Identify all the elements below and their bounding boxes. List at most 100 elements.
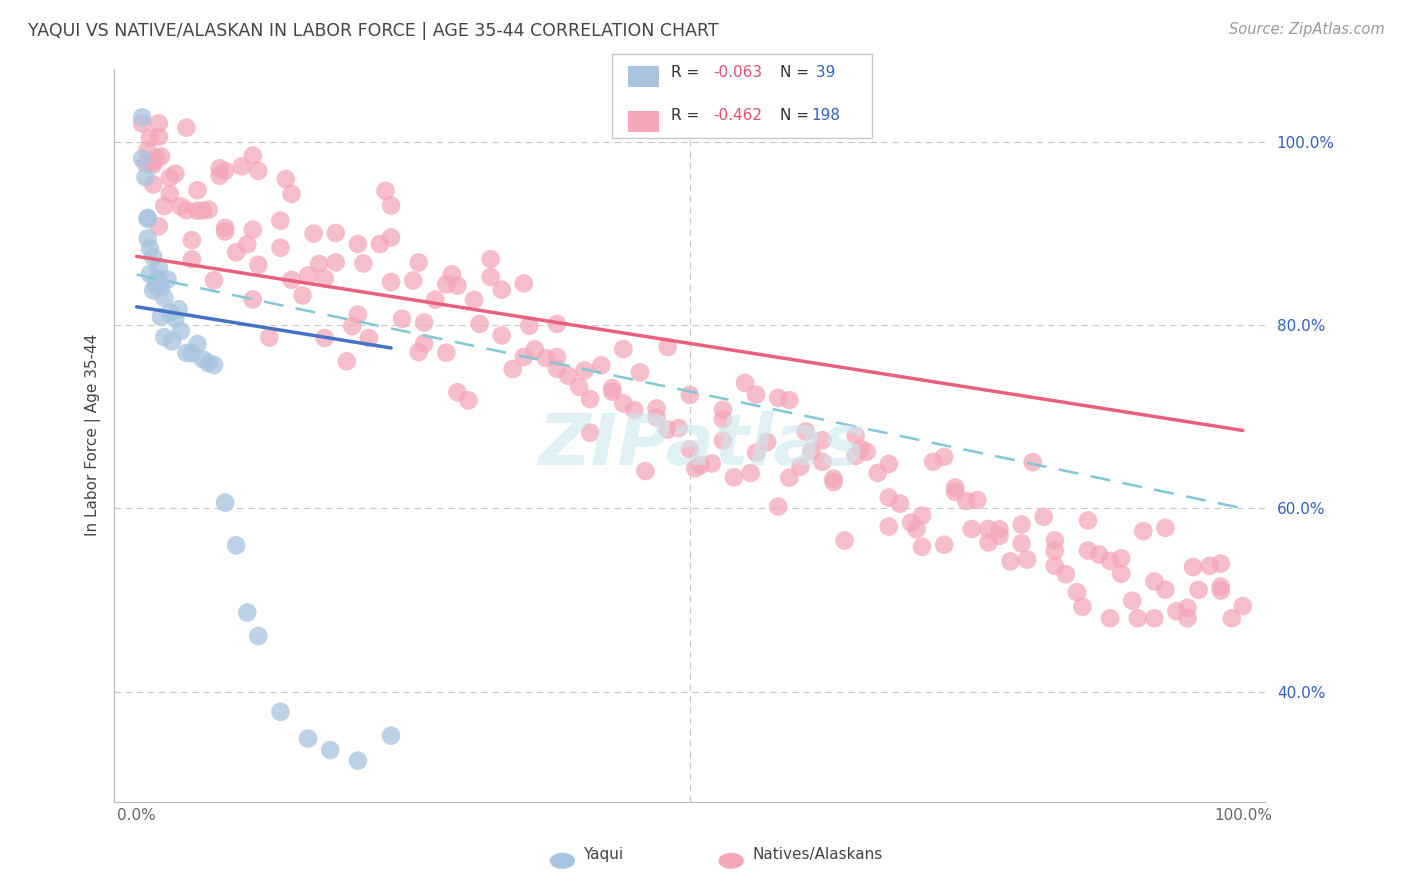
Point [1032, 509, 1054, 524]
Point [1209, 557, 1232, 571]
Point [314, 331, 336, 345]
Point [966, 493, 988, 508]
Point [960, 522, 983, 536]
Text: YAQUI VS NATIVE/ALASKAN IN LABOR FORCE | AGE 35-44 CORRELATION CHART: YAQUI VS NATIVE/ALASKAN IN LABOR FORCE |… [28, 22, 718, 40]
Point [159, 170, 181, 185]
Y-axis label: In Labor Force | Age 35-44: In Labor Force | Age 35-44 [86, 334, 101, 536]
Point [1043, 533, 1066, 548]
Point [247, 258, 270, 272]
Point [823, 475, 845, 490]
Point [170, 199, 193, 213]
Point [1000, 554, 1022, 568]
Point [723, 470, 745, 484]
Point [943, 481, 966, 495]
Point [855, 444, 877, 458]
Point [259, 330, 281, 344]
Point [502, 362, 524, 376]
Point [269, 213, 291, 227]
Point [159, 306, 181, 320]
Point [148, 116, 170, 130]
Point [645, 401, 668, 416]
Point [176, 203, 198, 218]
Point [269, 705, 291, 719]
Point [513, 277, 536, 291]
Point [440, 267, 463, 281]
Point [297, 268, 319, 283]
Point [159, 186, 181, 201]
Point [148, 219, 170, 234]
Point [574, 363, 596, 377]
Point [823, 472, 845, 486]
Point [943, 485, 966, 500]
Text: -0.063: -0.063 [713, 65, 762, 80]
Point [197, 356, 219, 370]
Point [756, 435, 779, 450]
Point [291, 288, 314, 302]
Point [145, 152, 167, 166]
Point [1109, 551, 1132, 566]
Point [142, 250, 165, 264]
Point [139, 241, 162, 255]
Point [297, 731, 319, 746]
Point [834, 533, 856, 548]
Point [247, 164, 270, 178]
Point [645, 410, 668, 425]
Point [789, 459, 811, 474]
Point [139, 131, 162, 145]
Point [634, 464, 657, 478]
Point [811, 433, 834, 447]
Point [280, 186, 302, 201]
Point [402, 273, 425, 287]
Point [131, 116, 153, 130]
Point [711, 434, 734, 448]
Point [153, 199, 176, 213]
Point [357, 331, 380, 345]
Point [347, 754, 370, 768]
Point [517, 318, 540, 333]
Point [148, 271, 170, 285]
Point [231, 160, 253, 174]
Point [468, 317, 491, 331]
Point [745, 446, 768, 460]
Point [380, 230, 402, 244]
Point [149, 281, 172, 295]
Point [347, 237, 370, 252]
Point [988, 529, 1011, 543]
Point [156, 272, 179, 286]
Point [214, 220, 236, 235]
Point [269, 241, 291, 255]
Point [181, 252, 204, 267]
Point [165, 311, 187, 326]
Point [142, 158, 165, 172]
Point [446, 385, 468, 400]
Point [811, 455, 834, 469]
Point [413, 336, 436, 351]
Point [1011, 536, 1033, 550]
Point [142, 284, 165, 298]
Point [1182, 560, 1205, 574]
Text: R =: R = [671, 65, 704, 80]
Point [1143, 611, 1166, 625]
Point [491, 328, 513, 343]
Text: ZIPatlas: ZIPatlas [540, 411, 866, 481]
Text: Source: ZipAtlas.com: Source: ZipAtlas.com [1229, 22, 1385, 37]
Point [600, 381, 623, 395]
Point [181, 233, 204, 247]
Point [1166, 604, 1188, 618]
Point [368, 237, 391, 252]
Text: Natives/Alaskans: Natives/Alaskans [752, 847, 883, 862]
Point [889, 497, 911, 511]
Point [191, 203, 214, 218]
Point [191, 352, 214, 367]
Point [408, 255, 430, 269]
Point [145, 274, 167, 288]
Point [176, 120, 198, 135]
Point [679, 442, 702, 457]
Point [149, 310, 172, 324]
Point [181, 346, 204, 360]
Point [877, 491, 900, 505]
Point [988, 522, 1011, 536]
Point [905, 522, 928, 536]
Point [1017, 552, 1039, 566]
Text: N =: N = [780, 65, 814, 80]
